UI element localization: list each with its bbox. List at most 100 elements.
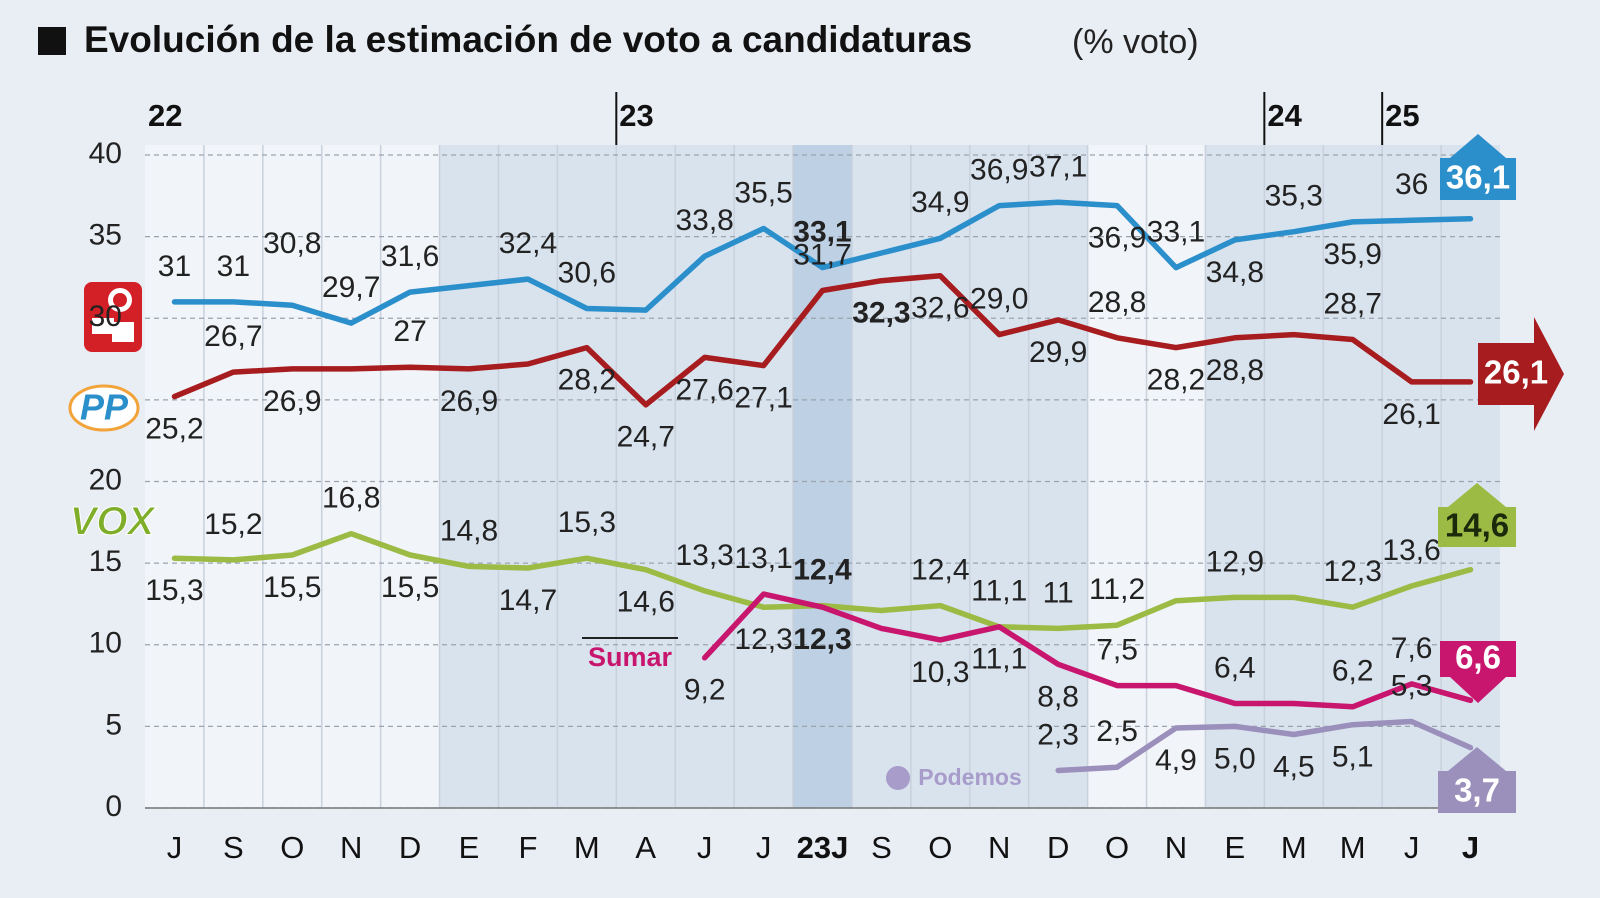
value-label: 5,1 — [1332, 741, 1374, 774]
x-tick-label: J — [167, 830, 183, 865]
y-tick-label: 20 — [89, 463, 122, 496]
value-label: 28,8 — [1206, 354, 1264, 387]
value-label: 8,8 — [1037, 680, 1079, 713]
x-tick-label: J — [1404, 830, 1420, 865]
year-label: 24 — [1267, 98, 1302, 133]
series-line — [171, 273, 1474, 408]
value-label: 11 — [1043, 576, 1074, 609]
value-label: 5,3 — [1391, 669, 1433, 702]
y-tick-label: 35 — [89, 219, 122, 252]
value-label: 10,3 — [911, 656, 969, 689]
value-label: 36,9 — [1088, 222, 1146, 255]
year-label: 23 — [619, 98, 653, 133]
value-label: 12,3 — [793, 623, 851, 656]
value-label: 15,5 — [381, 571, 439, 604]
x-tick-label: N — [1165, 830, 1187, 865]
value-label: 32,3 — [852, 297, 910, 330]
plot-background — [145, 145, 1500, 809]
value-label: 11,2 — [1089, 573, 1145, 606]
value-label: 2,3 — [1037, 718, 1079, 751]
end-value-label: 26,1 — [1484, 354, 1548, 391]
value-label: 15,3 — [558, 506, 616, 539]
end-arrow — [1438, 483, 1516, 547]
value-label: 14,7 — [499, 584, 557, 617]
series-line — [701, 591, 1474, 710]
value-label: 29,0 — [970, 282, 1028, 315]
end-value-label: 36,1 — [1446, 159, 1510, 196]
x-tick-label: J — [1462, 830, 1479, 865]
end-arrow — [1440, 641, 1516, 703]
value-label: 9,2 — [684, 674, 726, 707]
value-label: 26,9 — [440, 385, 498, 418]
end-arrow — [1478, 317, 1564, 431]
value-label: 28,2 — [558, 364, 616, 397]
y-tick-label: 40 — [89, 137, 122, 170]
value-label: 28,8 — [1088, 286, 1146, 319]
value-label: 15,2 — [204, 508, 262, 541]
end-arrow — [1438, 747, 1516, 813]
x-tick-label: E — [459, 830, 480, 865]
value-label: 26,1 — [1382, 398, 1440, 431]
value-label: 30,8 — [263, 227, 321, 260]
value-label: 32,6 — [911, 292, 969, 325]
value-label: 12,4 — [911, 553, 969, 586]
value-label: 31,6 — [381, 240, 439, 273]
value-label: 32,4 — [499, 227, 557, 260]
x-tick-label: N — [988, 830, 1010, 865]
value-label: 13,6 — [1382, 534, 1440, 567]
x-tick-label: M — [1281, 830, 1307, 865]
value-label: 27,6 — [675, 373, 733, 406]
value-label: 29,9 — [1029, 336, 1087, 369]
x-tick-label: J — [697, 830, 713, 865]
value-label: 34,8 — [1206, 256, 1264, 289]
value-label: 12,4 — [793, 553, 852, 586]
value-label: 16,8 — [322, 482, 380, 515]
x-tick-label: N — [340, 830, 362, 865]
party-logo: VOX — [70, 500, 157, 544]
value-label: 33,8 — [675, 204, 733, 237]
value-label: 6,4 — [1214, 651, 1256, 684]
party-logo: Podemos — [918, 764, 1022, 790]
value-label: 33,1 — [1147, 216, 1205, 249]
value-label: 35,3 — [1265, 180, 1323, 213]
value-label: 15,3 — [145, 574, 203, 607]
value-label: 4,9 — [1155, 744, 1197, 777]
party-logo: PP — [80, 387, 129, 428]
value-label: 28,7 — [1324, 287, 1382, 320]
x-tick-label: O — [928, 830, 952, 865]
series-line — [171, 199, 1474, 326]
value-label: 36 — [1395, 168, 1428, 201]
value-label: 12,3 — [734, 623, 792, 656]
value-label: 26,7 — [204, 320, 262, 353]
value-label: 31,7 — [793, 238, 851, 271]
value-label: 28,2 — [1147, 364, 1205, 397]
psoe-logo — [84, 282, 142, 352]
logo-back — [68, 384, 140, 432]
x-tick-label: A — [635, 830, 656, 865]
y-tick-label: 0 — [105, 790, 122, 823]
value-label: 36,9 — [970, 154, 1028, 187]
value-label: 14,6 — [617, 586, 675, 619]
value-label: 14,8 — [440, 514, 498, 547]
series-line — [1055, 718, 1474, 774]
x-tick-label: M — [1340, 830, 1366, 865]
value-label: 27 — [393, 315, 426, 348]
value-label: 30,6 — [558, 256, 616, 289]
x-tick-label: M — [574, 830, 600, 865]
value-label: 31 — [217, 250, 250, 283]
x-tick-label: F — [518, 830, 537, 865]
value-label: 11,1 — [971, 643, 1027, 676]
logo-dot — [886, 766, 910, 790]
chart-title: Evolución de la estimación de voto a can… — [84, 19, 972, 60]
value-label: 24,7 — [617, 421, 675, 454]
value-label: 37,1 — [1029, 150, 1087, 183]
value-label: 15,5 — [263, 571, 321, 604]
value-label: 11,1 — [971, 575, 1027, 608]
y-tick-label: 5 — [105, 708, 122, 741]
end-value-label: 14,6 — [1445, 507, 1509, 544]
value-label: 13,3 — [675, 539, 733, 572]
x-tick-label: O — [1105, 830, 1129, 865]
value-label: 4,5 — [1273, 750, 1315, 783]
